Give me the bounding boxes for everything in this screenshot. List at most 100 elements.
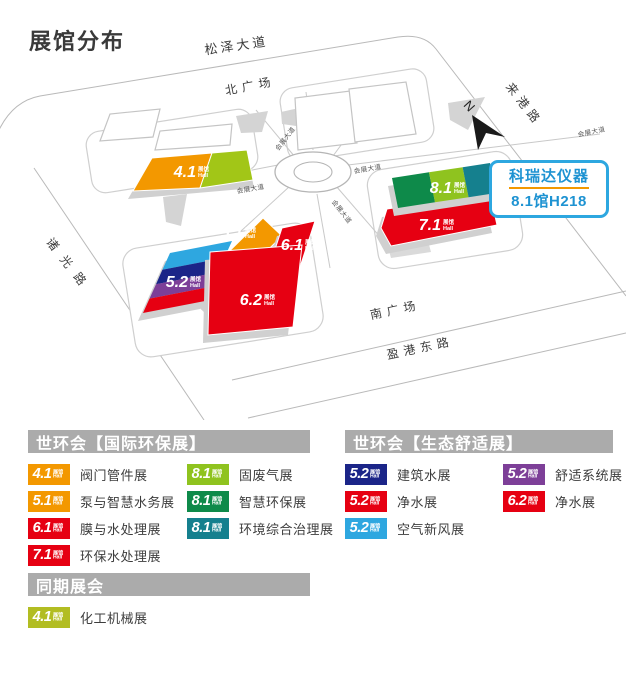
gray-building [448,97,485,130]
road-label-zhuguang: 诸光路 [43,235,95,296]
hall-suffix: 展馆 Hall [528,469,539,479]
legend-items: 4.1 展馆 Hall 化工机械展 [28,607,310,634]
section-header: 世环会【生态舒适展】 [345,430,613,453]
gray-building [236,111,268,133]
hall-suffix: 展馆 Hall [212,469,223,479]
page-title: 展馆分布 [29,29,126,54]
svg-text:展馆: 展馆 [454,181,466,189]
plaza-label-north: 北广场 [224,74,277,97]
legend-item-label: 智慧环保展 [239,495,307,510]
legend-item-label: 膜与水处理展 [80,522,162,537]
hall-number: 8.1 [191,466,211,483]
hall-8-1-darkgreen [392,172,435,208]
hall-number: 8.1 [191,493,211,510]
west-road-line [33,167,205,420]
hall-number: 5.1 [32,493,52,510]
svg-text:6.1: 6.1 [281,237,303,254]
legend-item: 6.1 展馆 Hall 膜与水处理展 [28,518,187,539]
callout-company: 科瑞达仪器 [508,165,589,189]
legend-item: 5.2 展馆 Hall 空气新风展 [345,518,503,539]
hall-suffix: 展馆 Hall [212,496,223,506]
svg-text:展馆: 展馆 [305,238,317,246]
hall-6-2-label: 6.2 展馆 Hall [240,292,276,309]
hall-suffix: 展馆 Hall [53,523,64,533]
hall-number: 8.1 [191,520,211,537]
hall-badge-5-2-darkblue: 5.2 展馆 Hall [345,464,387,485]
svg-text:Hall: Hall [264,301,275,307]
hall-badge-4-1-yellowgreen: 4.1 展馆 Hall [28,607,70,628]
road-label-huizhan-se: 会展大道 [330,198,354,226]
hall-badge-6-1: 6.1 展馆 Hall [28,518,70,539]
legend-item-label: 建筑水展 [397,468,452,483]
hall-7-1-label: 7.1 展馆 Hall [419,217,455,234]
hall-6-2-shape [207,244,303,336]
legend-items: 4.1 展馆 Hall 阀门管件展 5.1 展馆 Hall 泵与智慧水务展 6.1 … [28,464,333,572]
south-road-line-1 [231,290,626,381]
hall-badge-8-1-teal: 8.1 展馆 Hall [187,518,229,539]
section-header: 同期展会 [28,573,310,596]
legend-item-label: 环保水处理展 [80,549,162,564]
svg-text:展馆: 展馆 [264,293,276,301]
hall-4-1-shape-green [199,149,254,189]
hall-number: 5.2 [507,466,527,483]
road-label-laigang: 来港路 [503,80,546,129]
hall-4-1-label: 4.1 展馆 Hall [173,164,210,181]
legend-item-label: 净水展 [555,495,596,510]
central-roundabout-island [293,161,333,183]
boundary-road-line [0,35,626,297]
venue-map: 4.1 展馆 Hall 5.1 展馆 Hall 5.2 展馆 Hall 6.1 … [0,34,626,420]
hall-badge-7-1: 7.1 展馆 Hall [28,545,70,566]
hall-badge-8-1-lime: 8.1 展馆 Hall [187,464,229,485]
svg-text:7.1: 7.1 [419,217,441,234]
hall-number: 7.1 [32,547,52,564]
hall-suffix: 展馆 Hall [53,612,64,622]
legend-item-label: 化工机械展 [80,611,148,626]
hall-5-2-stripe-purple [149,272,218,299]
svg-text:展馆: 展馆 [190,275,202,283]
svg-text:Hall: Hall [305,246,316,252]
hall-badge-5-1: 5.1 展馆 Hall [28,491,70,512]
svg-text:5.2: 5.2 [166,274,188,291]
white-hall [154,123,233,151]
hall-suffix: 展馆 Hall [370,523,381,533]
hall-suffix: 展馆 Hall [370,496,381,506]
hall-8-1-lightgreen [429,167,469,203]
legend-item-label: 空气新风展 [397,522,465,537]
legend-item: 8.1 展馆 Hall 智慧环保展 [187,491,334,512]
hall-badge-5-2-red: 5.2 展馆 Hall [345,491,387,512]
hall-number: 4.1 [32,609,52,626]
legend-item: 4.1 展馆 Hall 阀门管件展 [28,464,187,485]
plaza-label-south: 南广场 [369,297,422,322]
legend-section-concurrent: 同期展会 4.1 展馆 Hall 化工机械展 [28,573,310,634]
gray-building [163,194,187,226]
section-header: 世环会【国际环保展】 [28,430,310,453]
callout-location: 8.1馆H218 [511,193,587,210]
hall-5-2-label: 5.2 展馆 Hall [166,274,202,291]
hall-suffix: 展馆 Hall [370,469,381,479]
legend-item: 5.2 展馆 Hall 建筑水展 [345,464,503,485]
south-road-line-2 [247,332,626,419]
legend-section-eco-comfort: 世环会【生态舒适展】 5.2 展馆 Hall 建筑水展 5.2 展馆 Hall 净水… [345,430,622,545]
white-hall [294,90,358,151]
legend-item-label: 阀门管件展 [80,468,148,483]
hall-badge-6-2: 6.2 展馆 Hall [503,491,545,512]
hall-8-1-label: 8.1 展馆 Hall [430,180,466,197]
hall-5-2-stripe-red [143,286,212,313]
white-hall [348,81,417,143]
hall-suffix: 展馆 Hall [53,469,64,479]
svg-text:6.2: 6.2 [240,292,262,309]
booth-callout: 科瑞达仪器 8.1馆H218 [489,160,609,218]
hall-badge-4-1: 4.1 展馆 Hall [28,464,70,485]
white-hall [99,108,161,142]
legend-item: 4.1 展馆 Hall 化工机械展 [28,607,187,628]
legend-section-international-env: 世环会【国际环保展】 4.1 展馆 Hall 阀门管件展 5.1 展馆 Hall 泵… [28,430,333,572]
legend-item: 5.2 展馆 Hall 舒适系统展 [503,464,623,485]
hall-suffix: 展馆 Hall [53,496,64,506]
gray-building [281,108,299,126]
road-label-huizhan-far-e: 会展大道 [577,124,606,139]
svg-text:4.1: 4.1 [173,164,196,181]
hall-number: 6.1 [32,520,52,537]
hall-8-1-teal [462,163,496,198]
svg-text:展馆: 展馆 [245,226,257,234]
